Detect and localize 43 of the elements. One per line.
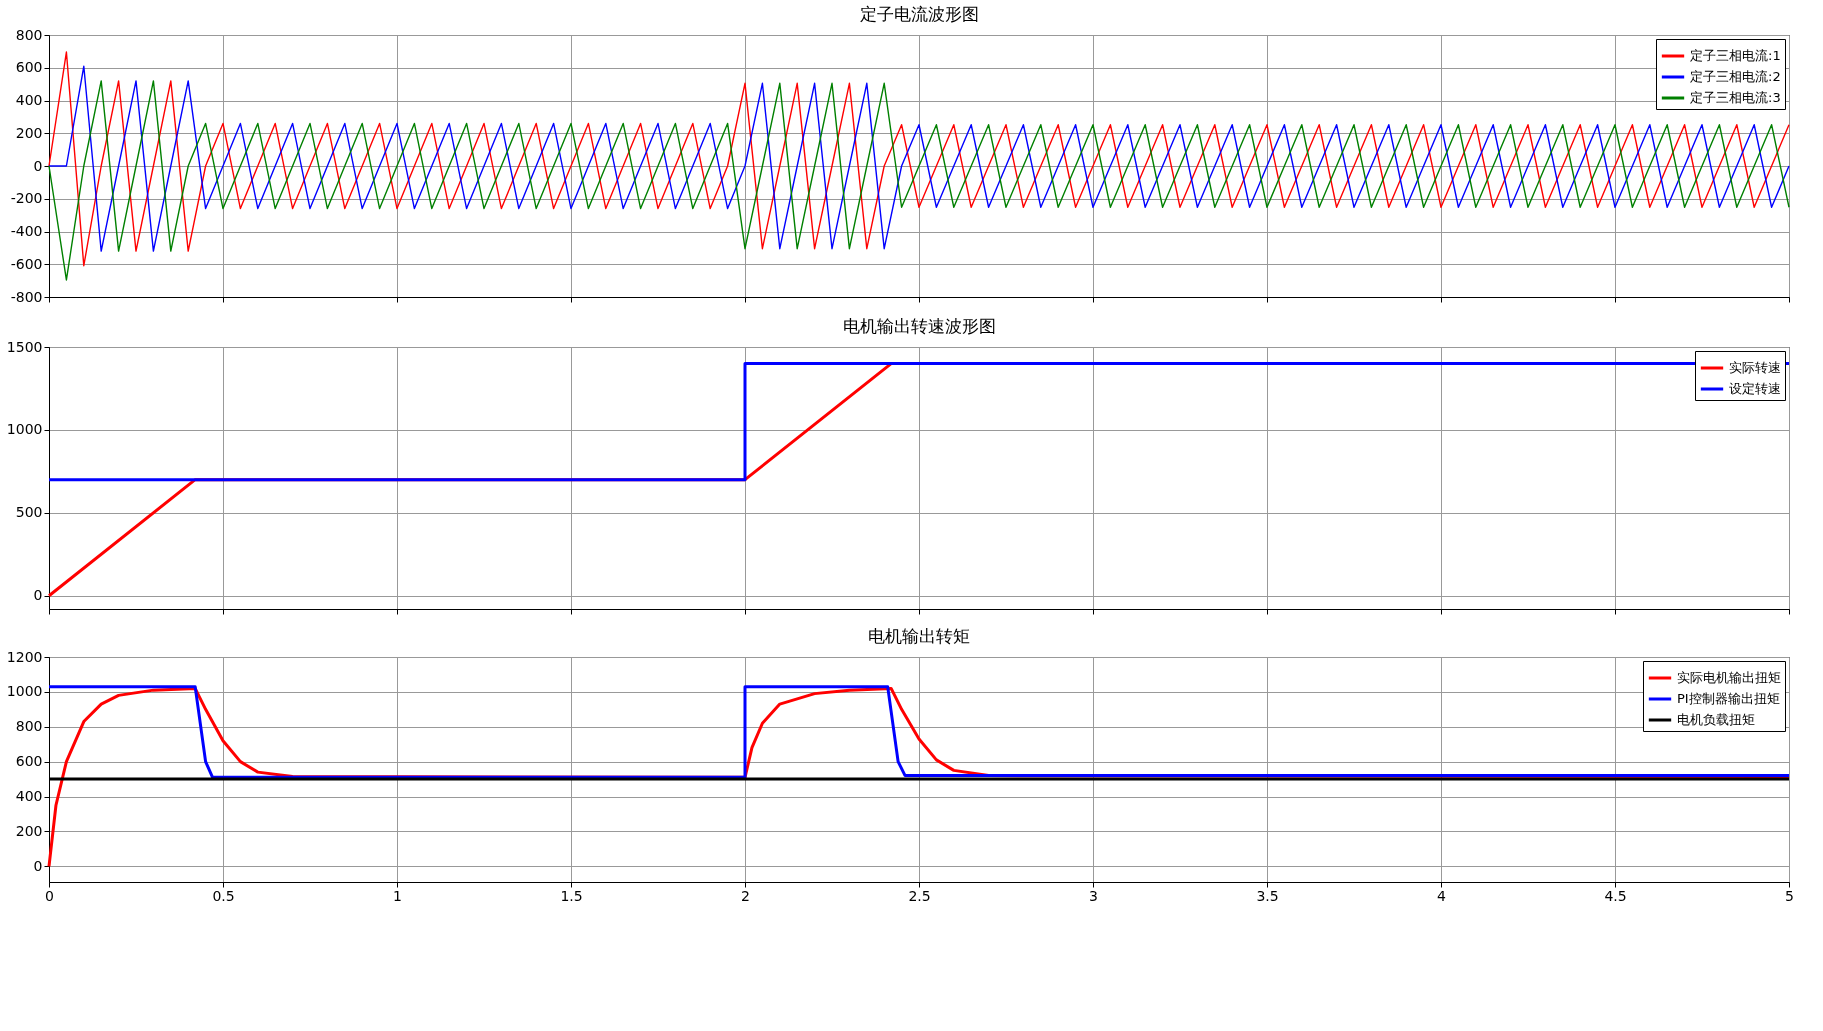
chart-title: 电机输出转速波形图: [842, 316, 996, 336]
y-tick-label: -200: [10, 190, 43, 207]
legend-label: 设定转速: [1729, 381, 1781, 396]
legend-label: PI控制器输出扭矩: [1677, 691, 1780, 706]
y-tick-label: 400: [15, 92, 43, 108]
legend-label: 实际转速: [1729, 360, 1781, 375]
x-tick-label: 0.5: [212, 887, 235, 904]
y-tick-label: 1000: [6, 683, 43, 700]
legend-label: 实际电机输出扭矩: [1677, 670, 1781, 685]
x-tick-label: 0: [45, 887, 54, 904]
x-tick-label: 3.5: [1256, 887, 1279, 904]
y-tick-label: 500: [15, 504, 43, 521]
y-tick-label: 200: [15, 822, 43, 839]
y-tick-label: 800: [15, 718, 43, 735]
y-tick-label: -800: [10, 288, 43, 305]
x-tick-label: 5: [1785, 887, 1794, 904]
line-series: [47, 685, 1791, 779]
chart-title: 电机输出转矩: [868, 626, 970, 646]
y-tick-label: -600: [10, 255, 43, 272]
x-tick-label: 2.5: [908, 887, 931, 904]
legend-label: 定子三相电流:3: [1690, 90, 1781, 105]
x-tick-label: 1.5: [560, 887, 583, 904]
y-tick-label: 600: [15, 59, 43, 76]
y-tick-label: 400: [15, 788, 43, 805]
legend-label: 定子三相电流:2: [1690, 69, 1781, 84]
chart-title: 定子电流波形图: [859, 4, 979, 24]
y-tick-label: 1500: [6, 338, 43, 355]
y-tick-label: 0: [33, 157, 43, 174]
y-tick-label: 0: [33, 587, 43, 604]
y-tick-label: 600: [15, 753, 43, 770]
x-tick-label: 4: [1437, 887, 1447, 904]
y-tick-label: 1200: [6, 648, 43, 665]
y-tick-label: 0: [33, 857, 43, 874]
y-tick-label: 800: [15, 26, 43, 43]
x-tick-label: 3: [1089, 887, 1098, 904]
legend-label: 定子三相电流:1: [1690, 48, 1781, 63]
x-tick-label: 4.5: [1604, 887, 1627, 904]
y-tick-label: 1000: [6, 421, 43, 438]
y-tick-label: -400: [10, 223, 43, 239]
x-tick-label: 1: [393, 887, 402, 904]
y-tick-label: 200: [15, 124, 43, 141]
legend-label: 电机负载扭矩: [1677, 712, 1755, 727]
x-tick-label: 2: [741, 887, 750, 904]
